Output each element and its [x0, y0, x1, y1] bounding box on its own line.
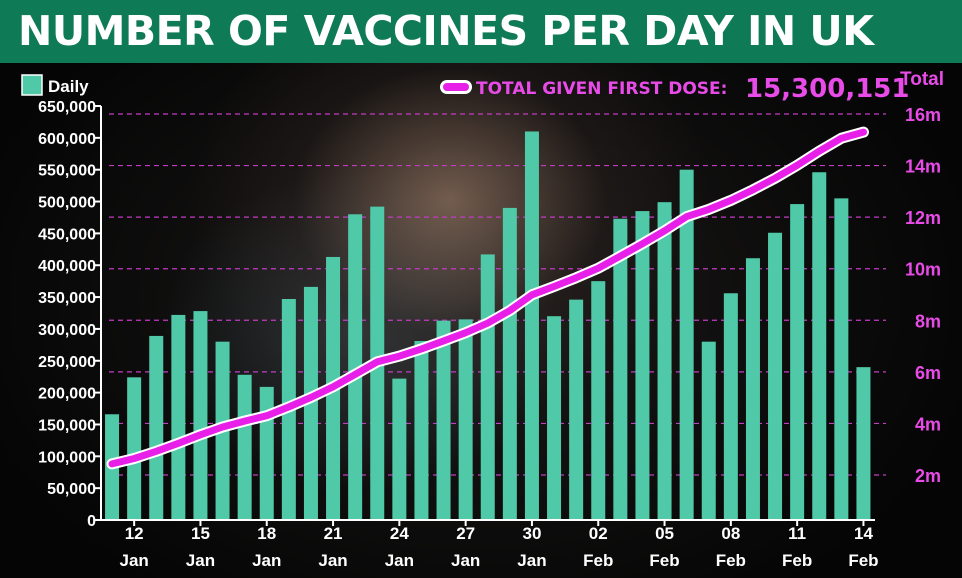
x-tick-month: Jan	[120, 551, 149, 570]
right-axis-title: Total	[900, 69, 944, 90]
left-tick-label: 50,000	[47, 481, 96, 498]
bar-17-Jan	[237, 374, 252, 520]
x-tick-day: 18	[257, 524, 276, 543]
legend-daily-label: Daily	[48, 77, 89, 96]
bar-12-Feb	[812, 172, 827, 521]
bar-14-Jan	[171, 314, 186, 520]
right-tick-label: 14m	[905, 157, 941, 177]
bar-09-Feb	[745, 258, 760, 520]
x-tick-day: 30	[522, 524, 541, 543]
x-tick-month: Feb	[649, 551, 679, 570]
x-tick-day: 05	[655, 524, 674, 543]
bar-27-Jan	[458, 319, 473, 520]
bar-04-Feb	[635, 211, 650, 521]
x-tick-day: 21	[324, 524, 343, 543]
x-tick-day: 08	[721, 524, 740, 543]
bar-18-Jan	[259, 386, 274, 520]
bar-14-Feb	[856, 367, 871, 520]
x-tick-day: 24	[390, 524, 409, 543]
left-tick-label: 650,000	[38, 99, 96, 116]
right-tick-label: 16m	[905, 105, 941, 125]
right-tick-label: 2m	[915, 466, 941, 486]
bar-31-Jan	[547, 316, 562, 520]
left-tick-label: 150,000	[38, 417, 96, 434]
left-tick-label: 450,000	[38, 226, 96, 243]
left-tick-label: 0	[87, 513, 96, 530]
x-axis: 12 Jan 15 Jan 18 Jan 21 Jan 24 Jan 27 Jan 30 Jan 02 Feb…	[101, 519, 879, 570]
right-tick-label: 4m	[915, 414, 941, 434]
left-tick-label: 600,000	[38, 131, 96, 148]
bar-24-Jan	[392, 378, 407, 520]
legend-total-label: TOTAL GIVEN FIRST DOSE:	[476, 79, 727, 99]
left-tick-label: 300,000	[38, 322, 96, 339]
legend-total-value: 15,300,151	[745, 74, 909, 104]
x-tick-month: Feb	[782, 551, 812, 570]
bar-03-Feb	[613, 218, 628, 520]
x-tick-month: Jan	[451, 551, 480, 570]
x-tick-day: 15	[191, 524, 210, 543]
x-tick-day: 02	[589, 524, 608, 543]
bar-11-Feb	[790, 204, 805, 520]
x-tick-month: Feb	[583, 551, 613, 570]
bar-12-Jan	[127, 377, 142, 520]
right-tick-label: 6m	[915, 363, 941, 383]
bar-29-Jan	[502, 207, 517, 520]
left-tick-label: 500,000	[38, 195, 96, 212]
right-axis: 2m 4m 6m 8m 10m 12m 14m 16m	[905, 105, 941, 486]
bar-13-Feb	[834, 198, 849, 520]
bar-06-Feb	[679, 169, 694, 520]
bar-22-Jan	[348, 214, 363, 520]
left-tick-label: 100,000	[38, 449, 96, 466]
bar-08-Feb	[723, 293, 738, 520]
total-line-path	[108, 128, 867, 468]
bar-02-Feb	[591, 281, 606, 520]
total-line	[106, 126, 869, 470]
bar-10-Feb	[768, 232, 783, 521]
x-tick-month: Jan	[318, 551, 347, 570]
bar-05-Feb	[657, 202, 672, 520]
bar-30-Jan	[524, 131, 539, 520]
right-tick-label: 12m	[905, 208, 941, 228]
bar-01-Feb	[569, 299, 584, 520]
x-tick-month: Jan	[252, 551, 281, 570]
bar-26-Jan	[436, 320, 451, 520]
chart-title: NUMBER OF VACCINES PER DAY IN UK	[0, 0, 962, 63]
x-tick-day: 27	[456, 524, 475, 543]
bar-15-Jan	[193, 311, 208, 520]
x-tick-month: Jan	[517, 551, 546, 570]
right-tick-label: 10m	[905, 260, 941, 280]
right-tick-label: 8m	[915, 311, 941, 331]
bar-13-Jan	[149, 335, 164, 520]
x-tick-month: Jan	[186, 551, 215, 570]
bar-25-Jan	[414, 341, 429, 520]
x-tick-month: Jan	[385, 551, 414, 570]
left-axis: 0 50,000 100,000 150,000 200,000 250,000 300,0…	[38, 99, 102, 530]
x-tick-day: 12	[125, 524, 144, 543]
x-tick-month: Feb	[848, 551, 878, 570]
left-tick-label: 200,000	[38, 386, 96, 403]
bar-20-Jan	[303, 286, 318, 520]
left-tick-label: 400,000	[38, 258, 96, 275]
x-tick-month: Feb	[716, 551, 746, 570]
left-tick-label: 350,000	[38, 290, 96, 307]
bar-07-Feb	[701, 341, 716, 520]
legend: Daily TOTAL GIVEN FIRST DOSE: 15,300,151…	[21, 69, 944, 104]
legend-daily-swatch	[21, 74, 43, 96]
x-tick-day: 14	[854, 524, 873, 543]
x-tick-day: 11	[788, 524, 806, 543]
left-tick-label: 250,000	[38, 354, 96, 371]
left-tick-label: 550,000	[38, 163, 96, 180]
bar-28-Jan	[480, 254, 495, 520]
